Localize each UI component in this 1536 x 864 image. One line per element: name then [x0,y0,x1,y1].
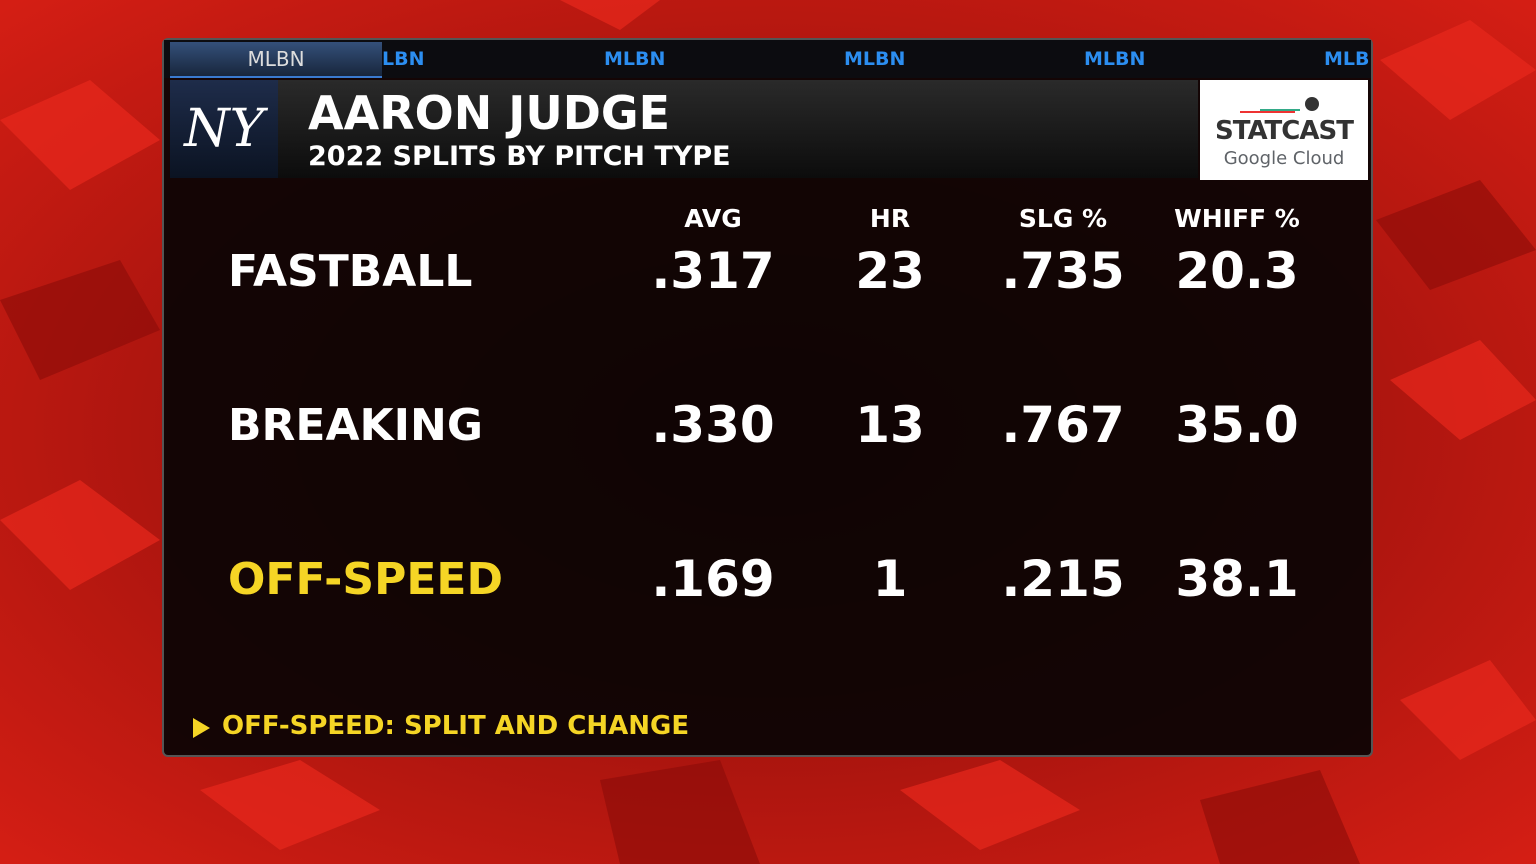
stat-value: .317 [651,242,775,300]
column-header: SLG % [1018,204,1108,233]
logo-subtitle: Google Cloud [1223,148,1345,169]
stat-value: 23 [855,242,925,300]
subtitle: 2022 SPLITS BY PITCH TYPE [308,141,731,172]
row-label: FASTBALL [228,246,473,297]
stat-value: .169 [651,550,775,608]
logo-title: STATCAST [1215,116,1354,146]
stat-value: .215 [1001,550,1125,608]
stat-value: 1 [872,550,908,608]
ticker-item: MLBN [844,48,906,70]
title: AARON JUDGE [308,86,671,140]
stat-value: 20.3 [1175,242,1299,300]
bullet-triangle [193,718,210,738]
header-band [170,80,1198,178]
row-label: BREAKING [228,400,483,451]
stat-value: 38.1 [1175,550,1299,608]
stat-value: .767 [1001,396,1125,454]
statcast-logo: STATCAST Google Cloud [1200,80,1368,180]
ticker-tab: MLBN [170,42,382,78]
ticker-item: MLBN [604,48,666,70]
row-label: OFF-SPEED [228,554,503,605]
ticker-item: MLB [1324,48,1370,70]
column-header: AVG [684,204,742,233]
ticker-item: MLBN [1084,48,1146,70]
stat-value: 35.0 [1175,396,1299,454]
column-header: HR [869,204,911,233]
logo-icon [1240,97,1319,113]
stat-value: .330 [651,396,775,454]
column-header: WHIFF % [1174,204,1300,233]
stat-value: 13 [855,396,925,454]
stat-value: .735 [1001,242,1125,300]
ticker-item: LBN [382,48,425,70]
team-logo: NY [170,80,278,178]
footnote: OFF-SPEED: SPLIT AND CHANGE [222,711,690,741]
